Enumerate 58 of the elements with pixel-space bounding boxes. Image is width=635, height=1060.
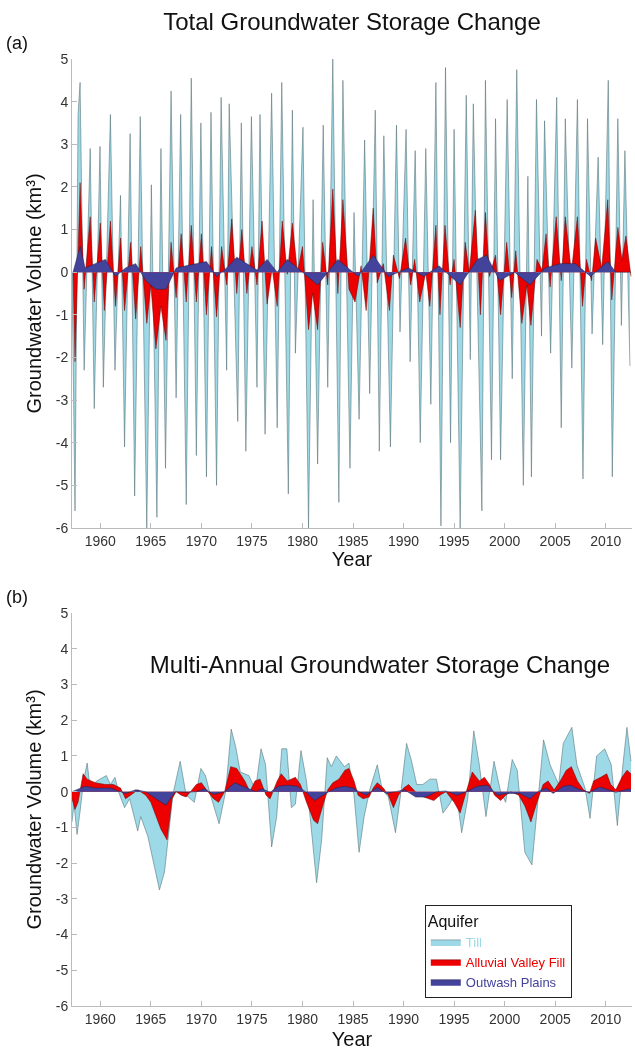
y-tick-label: -5 bbox=[55, 962, 69, 979]
y-tick-label: -3 bbox=[55, 391, 69, 408]
y-tick-label: -4 bbox=[55, 434, 69, 451]
x-tick-label: 1990 bbox=[387, 1010, 420, 1027]
y-tick-label: 0 bbox=[60, 783, 69, 800]
y-tick-label: 3 bbox=[60, 136, 69, 153]
x-tick-label: 1970 bbox=[185, 532, 218, 549]
text: Multi-Annual Groundwater Storage Change bbox=[149, 651, 611, 679]
y-tick-label: -4 bbox=[55, 926, 69, 943]
x-tick-label: 2000 bbox=[489, 532, 521, 549]
x-tick-label: 1965 bbox=[135, 1010, 167, 1027]
y-tick-label: -6 bbox=[55, 519, 69, 536]
y-tick-label: 4 bbox=[60, 93, 69, 110]
y-tick-label: 5 bbox=[60, 50, 69, 67]
x-tick-label: 1960 bbox=[84, 532, 117, 549]
y-tick-label: 3 bbox=[60, 676, 69, 693]
y-tick-label: 5 bbox=[60, 604, 69, 621]
x-tick-label: 1995 bbox=[438, 532, 470, 549]
text: (a) bbox=[6, 33, 28, 53]
legend-title: Aquifer bbox=[427, 912, 480, 930]
x-axis-title: Year bbox=[331, 1028, 373, 1051]
y-tick-label: 1 bbox=[60, 221, 69, 238]
x-tick-label: 2010 bbox=[590, 532, 622, 549]
x-tick-label: 1965 bbox=[135, 532, 167, 549]
chart-title: Total Groundwater Storage Change bbox=[163, 8, 541, 36]
x-tick-label: 1980 bbox=[286, 1010, 319, 1027]
y-tick-label: -2 bbox=[55, 349, 69, 366]
y-tick-label: 4 bbox=[60, 640, 69, 657]
x-tick-label: 1975 bbox=[236, 1010, 268, 1027]
y-axis-title: Groundwater Volume (km³) bbox=[23, 689, 46, 930]
text: (b) bbox=[6, 587, 28, 607]
x-tick-label: 1980 bbox=[286, 532, 319, 549]
y-tick-label: -5 bbox=[55, 477, 69, 494]
x-tick-label: 1995 bbox=[438, 1010, 470, 1027]
legend-label: Till bbox=[465, 934, 483, 950]
x-tick-label: 1960 bbox=[84, 1010, 117, 1027]
y-axis-title: Groundwater Volume (km³) bbox=[23, 173, 46, 414]
y-tick-label: 2 bbox=[60, 712, 69, 729]
legend-label: Outwash Plains bbox=[465, 974, 557, 990]
x-tick-label: 1985 bbox=[337, 1010, 369, 1027]
legend-label: Alluvial Valley Fill bbox=[465, 954, 566, 970]
x-tick-label: 1985 bbox=[337, 532, 369, 549]
x-tick-label: 2010 bbox=[590, 1010, 622, 1027]
x-tick-label: 1970 bbox=[185, 1010, 218, 1027]
y-tick-label: 2 bbox=[60, 178, 69, 195]
y-tick-label: -1 bbox=[55, 819, 69, 836]
x-tick-label: 1990 bbox=[387, 532, 420, 549]
x-tick-label: 2005 bbox=[539, 532, 571, 549]
y-tick-label: -1 bbox=[55, 306, 69, 323]
y-tick-label: -6 bbox=[55, 997, 69, 1014]
y-tick-label: 1 bbox=[60, 747, 69, 764]
x-axis-title: Year bbox=[331, 548, 373, 570]
y-tick-label: -3 bbox=[55, 890, 69, 907]
y-tick-label: 0 bbox=[60, 264, 69, 281]
y-tick-label: -2 bbox=[55, 854, 69, 871]
x-tick-label: 2005 bbox=[539, 1010, 571, 1027]
x-tick-label: 2000 bbox=[489, 1010, 521, 1027]
x-tick-label: 1975 bbox=[236, 532, 268, 549]
